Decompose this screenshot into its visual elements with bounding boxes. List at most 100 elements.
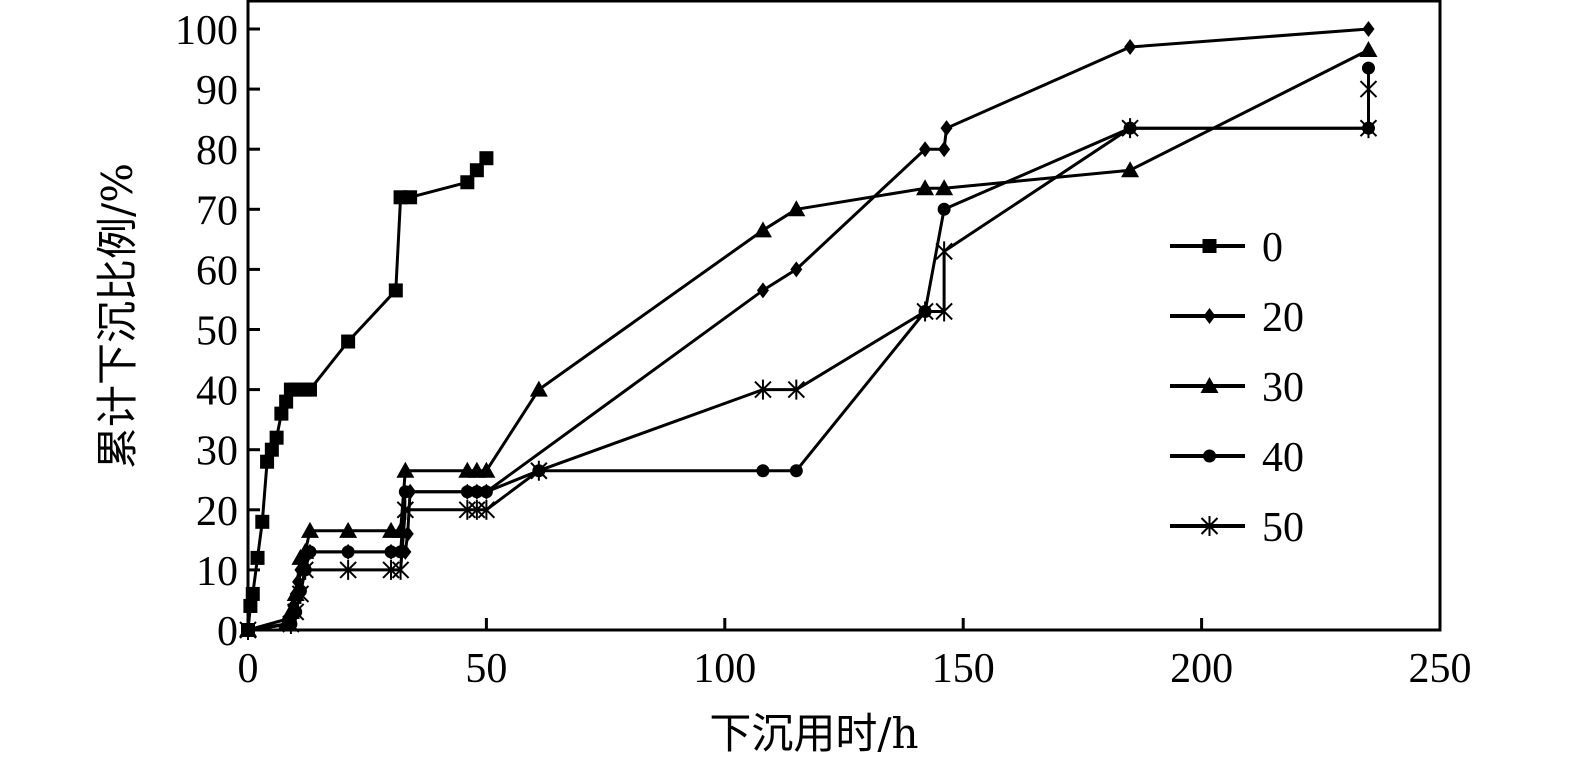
data-point-30 xyxy=(1359,41,1378,58)
data-point-50 xyxy=(1121,118,1139,139)
series-line-40 xyxy=(247,68,1370,632)
data-point-30 xyxy=(787,200,806,217)
y-axis-title: 累计下沉比例/% xyxy=(93,163,142,469)
data-point-30 xyxy=(753,221,772,238)
data-point-50 xyxy=(935,241,953,262)
circle-marker-shape xyxy=(479,485,493,499)
data-point-30 xyxy=(935,179,954,196)
square-marker-shape xyxy=(250,550,265,565)
data-point-40 xyxy=(460,485,474,499)
data-point-50 xyxy=(916,301,934,322)
square-marker-shape xyxy=(460,175,475,190)
data-point-50 xyxy=(1359,118,1378,139)
data-point-50 xyxy=(286,601,305,622)
y-tick-label: 100 xyxy=(175,8,238,54)
legend-marker xyxy=(1200,516,1219,536)
triangle-marker-shape xyxy=(787,200,806,217)
data-point-50 xyxy=(477,499,496,520)
data-point-20 xyxy=(790,261,803,278)
data-point-50 xyxy=(530,460,548,481)
series-line-50 xyxy=(247,89,1370,632)
legend-marker xyxy=(1203,308,1216,324)
data-point-30 xyxy=(396,461,415,478)
square-marker-shape xyxy=(269,430,284,445)
data-point-0 xyxy=(302,382,317,397)
triangle-marker-shape xyxy=(339,521,358,538)
legend-marker xyxy=(1203,449,1216,463)
data-point-40 xyxy=(384,545,398,559)
circle-marker-shape xyxy=(398,485,412,499)
data-point-20 xyxy=(756,282,769,299)
triangle-marker-shape xyxy=(391,521,410,538)
data-point-0 xyxy=(255,514,270,529)
square-marker-shape xyxy=(403,190,418,205)
x-tick-label: 50 xyxy=(465,646,507,692)
data-point-30 xyxy=(339,521,358,538)
square-marker-shape xyxy=(1202,239,1217,253)
circle-marker-shape xyxy=(460,485,474,499)
triangle-marker-shape xyxy=(396,461,415,478)
data-point-0 xyxy=(479,151,494,166)
square-marker-shape xyxy=(302,382,317,397)
legend-item-0: 0 xyxy=(1170,225,1283,271)
series-40 xyxy=(241,61,1375,637)
triangle-marker-shape xyxy=(477,461,496,478)
data-point-40 xyxy=(470,485,484,499)
diamond-marker-shape xyxy=(919,141,932,158)
square-marker-shape xyxy=(469,163,484,178)
square-marker-shape xyxy=(243,598,258,613)
series-20 xyxy=(242,21,1375,638)
series-line-20 xyxy=(247,27,1369,632)
data-point-50 xyxy=(935,301,953,322)
diamond-marker-shape xyxy=(1203,308,1216,324)
data-point-50 xyxy=(754,379,772,400)
legend-item-30: 30 xyxy=(1170,365,1304,411)
y-tick-label: 80 xyxy=(196,128,238,174)
data-point-0 xyxy=(403,190,418,205)
square-marker-shape xyxy=(279,394,294,409)
square-marker-shape xyxy=(264,442,279,457)
data-point-50 xyxy=(787,379,806,400)
data-point-0 xyxy=(279,394,294,409)
x-tick-label: 250 xyxy=(1409,646,1472,692)
triangle-marker-shape xyxy=(1200,377,1219,393)
legend-marker xyxy=(1202,239,1217,253)
data-point-20 xyxy=(938,141,951,158)
legend-label: 50 xyxy=(1262,505,1304,551)
data-point-20 xyxy=(1124,39,1137,56)
data-point-50 xyxy=(391,559,410,580)
data-point-0 xyxy=(264,442,279,457)
data-point-0 xyxy=(469,163,484,178)
x-tick-label: 0 xyxy=(238,646,259,692)
legend-item-20: 20 xyxy=(1170,295,1304,341)
data-point-0 xyxy=(245,586,260,601)
diamond-marker-shape xyxy=(1362,21,1375,37)
data-point-30 xyxy=(477,461,496,478)
data-point-0 xyxy=(388,283,403,298)
legend-marker xyxy=(1200,377,1219,393)
plot-frame xyxy=(246,0,1442,632)
series-0 xyxy=(241,151,494,637)
square-marker-shape xyxy=(274,406,289,421)
data-point-40 xyxy=(341,545,355,559)
circle-marker-shape xyxy=(937,202,951,216)
y-tick-label: 70 xyxy=(196,188,238,234)
circle-marker-shape xyxy=(341,545,355,559)
triangle-marker-shape xyxy=(935,179,954,196)
data-point-0 xyxy=(341,334,356,349)
triangle-marker-shape xyxy=(916,179,935,196)
square-marker-shape xyxy=(341,334,356,349)
data-point-50 xyxy=(339,559,357,580)
data-point-30 xyxy=(300,521,319,538)
series-line-30 xyxy=(247,48,1370,632)
series-line-0 xyxy=(246,157,488,631)
x-tick-label: 100 xyxy=(693,646,756,692)
data-point-30 xyxy=(529,380,548,397)
data-point-0 xyxy=(243,598,258,613)
series-50 xyxy=(239,79,1378,640)
x-tick-label: 200 xyxy=(1170,646,1233,692)
data-point-40 xyxy=(303,545,317,559)
diamond-marker-shape xyxy=(940,120,953,137)
